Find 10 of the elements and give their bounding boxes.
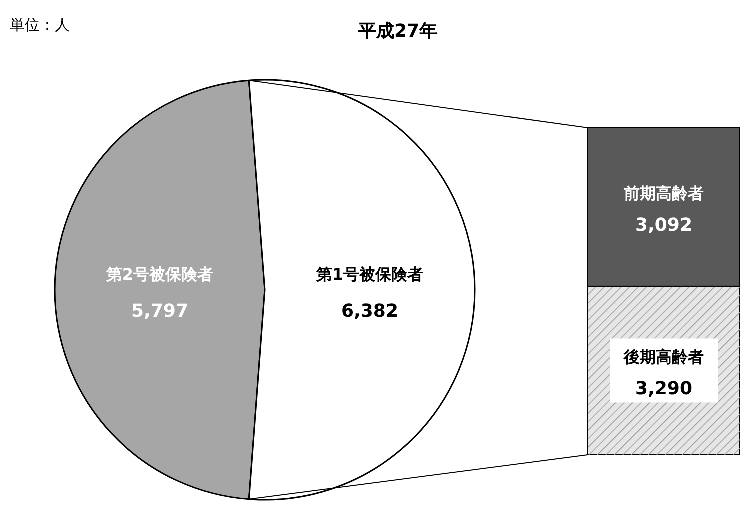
slice-label: 第1号被保険者 (315, 265, 424, 284)
slice-label: 第2号被保険者 (105, 265, 214, 284)
data-label: 5,797 (132, 301, 188, 322)
data-label: 6,382 (342, 301, 398, 322)
text: 単位：人 (10, 16, 70, 34)
data-label: 3,092 (636, 215, 692, 236)
chart-title: 平成27年 (357, 21, 438, 42)
series-label: 前期高齢者 (623, 184, 704, 204)
series-label: 後期高齢者 (623, 348, 704, 367)
data-label: 3,290 (636, 378, 692, 400)
